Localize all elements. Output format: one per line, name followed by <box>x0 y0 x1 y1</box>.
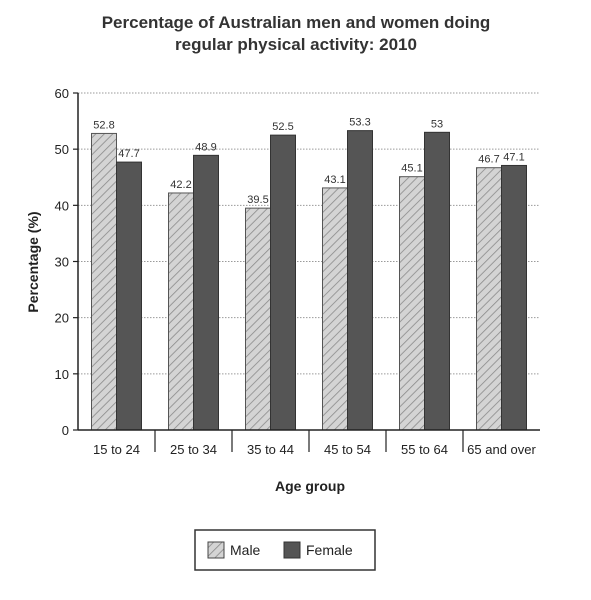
data-labels: 52.8 47.7 42.2 48.9 39.5 52.5 43.1 53.3 45.1 53 46… <box>93 117 524 207</box>
data-label-female: 47.1 <box>503 151 524 163</box>
y-tick-label: 60 <box>55 86 69 101</box>
bar-female <box>501 164 527 431</box>
x-tick-label: 15 to 24 <box>93 442 140 457</box>
y-axis-label: Percentage (%) <box>25 211 41 312</box>
x-tick-label: 45 to 54 <box>324 442 371 457</box>
bar-female <box>347 130 373 431</box>
bar-female <box>270 134 296 431</box>
data-label-female: 52.5 <box>272 121 293 133</box>
bar-female <box>116 161 142 431</box>
bar-male <box>168 192 194 431</box>
y-tick-label: 0 <box>62 423 69 438</box>
data-label-male: 52.8 <box>93 119 114 131</box>
bar-male <box>91 132 117 431</box>
bar-male <box>245 207 271 431</box>
x-axis-label: Age group <box>275 478 345 494</box>
legend: Male Female <box>194 529 376 571</box>
data-label-male: 46.7 <box>478 154 499 166</box>
data-label-female: 48.9 <box>195 141 216 153</box>
y-tick-label: 20 <box>55 311 69 326</box>
x-tick-label: 65 and over <box>467 442 536 457</box>
bar-female <box>424 131 450 431</box>
legend-swatch-male <box>207 541 225 559</box>
legend-label-female: Female <box>306 542 353 558</box>
bars <box>91 130 527 431</box>
x-tick-label: 35 to 44 <box>247 442 294 457</box>
x-tick-label: 25 to 34 <box>170 442 217 457</box>
data-label-male: 42.2 <box>170 179 191 191</box>
bar-female <box>193 154 219 431</box>
data-label-male: 39.5 <box>247 194 268 206</box>
chart-subtitle: regular physical activity: 2010 <box>175 35 417 54</box>
axes: 0 10 20 30 40 50 60 15 to 24 25 to 34 35 to 44 45 … <box>55 86 540 457</box>
y-tick-label: 30 <box>55 255 69 270</box>
y-tick-label: 10 <box>55 367 69 382</box>
data-label-male: 43.1 <box>324 174 345 186</box>
legend-swatch-female <box>283 541 301 559</box>
legend-label-male: Male <box>230 542 261 558</box>
x-tick-label: 55 to 64 <box>401 442 448 457</box>
chart-title: Percentage of Australian men and women d… <box>102 13 491 32</box>
data-label-female: 47.7 <box>118 148 139 160</box>
bar-male <box>322 187 348 431</box>
data-label-male: 45.1 <box>401 163 422 175</box>
y-tick-label: 50 <box>55 142 69 157</box>
y-tick-label: 40 <box>55 198 69 213</box>
gridlines <box>78 92 540 375</box>
bar-male <box>399 176 425 431</box>
data-label-female: 53 <box>431 118 443 130</box>
data-label-female: 53.3 <box>349 117 370 129</box>
bar-male <box>476 167 502 431</box>
